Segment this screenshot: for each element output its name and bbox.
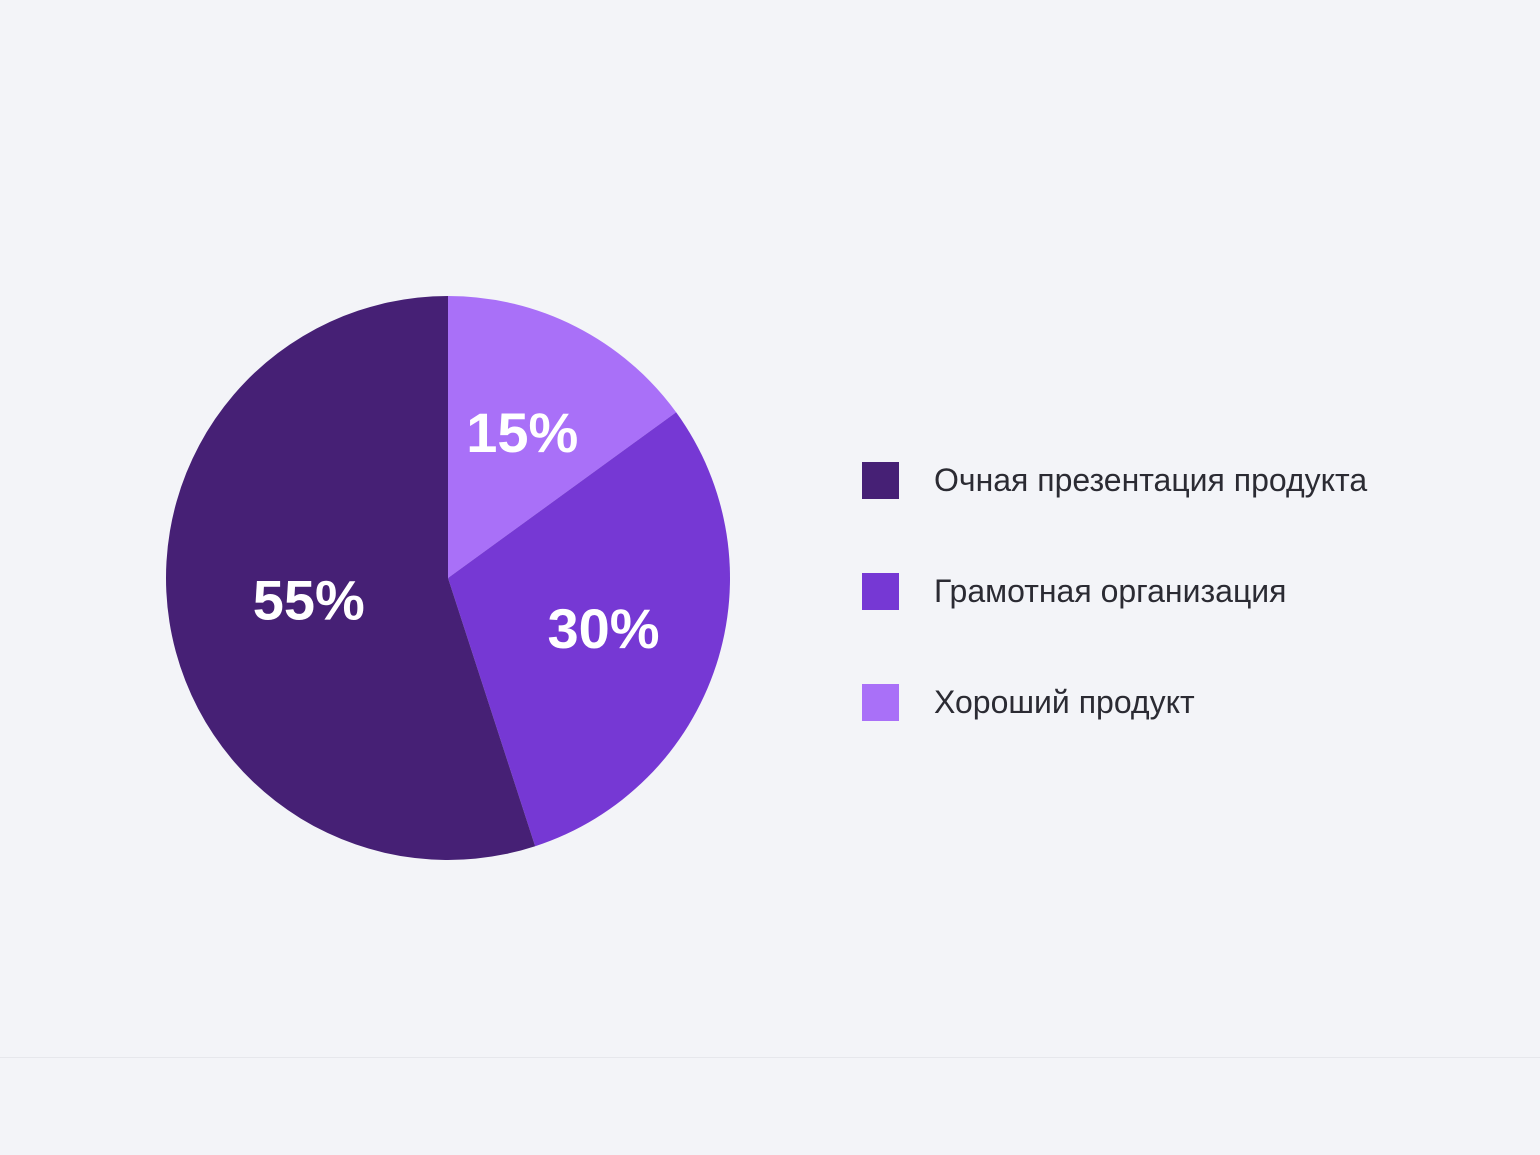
pie-slice-0	[448, 296, 677, 578]
legend-item-0: Очная презентация продукта	[862, 443, 1502, 517]
pie-value-label-2: 55%	[253, 569, 365, 632]
legend-swatch-0	[862, 461, 899, 499]
pie-value-labels: 15% 30% 55%	[253, 401, 660, 660]
legend-swatch-2	[862, 683, 899, 721]
pie-slice-2	[166, 296, 536, 860]
legend-label-0: Очная презентация продукта	[934, 461, 1368, 498]
pie-value-label-0: 15%	[466, 401, 578, 464]
legend-item-2: Хороший продукт	[862, 665, 1502, 739]
legend-item-1: Грамотная организация	[862, 554, 1502, 628]
pie-slices	[166, 296, 730, 860]
pie-slice-1	[448, 412, 730, 847]
legend-label-1: Грамотная организация	[934, 572, 1287, 609]
footer-divider	[0, 1057, 1540, 1058]
pie-value-label-1: 30%	[548, 597, 660, 660]
legend-swatch-1	[862, 572, 899, 610]
legend: Очная презентация продукта Грамотная орг…	[862, 443, 1502, 776]
legend-label-2: Хороший продукт	[934, 683, 1195, 720]
